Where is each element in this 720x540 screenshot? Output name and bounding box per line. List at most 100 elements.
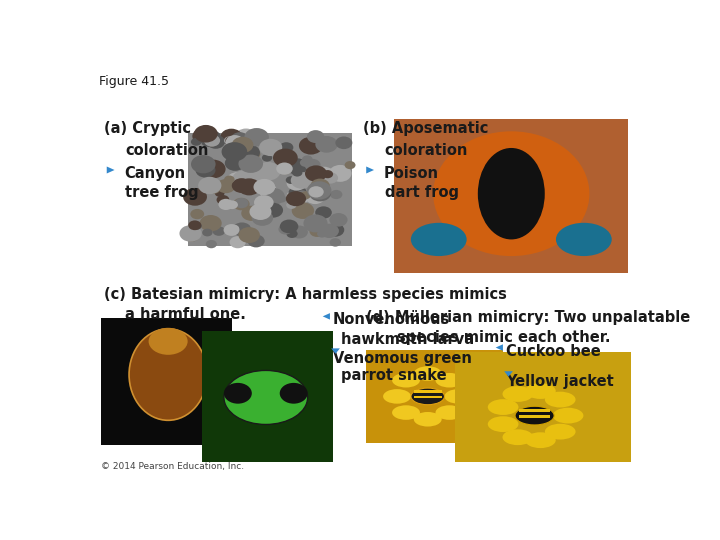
Circle shape [330, 190, 343, 199]
Ellipse shape [478, 148, 545, 239]
Text: Yellow jacket: Yellow jacket [505, 374, 613, 389]
Circle shape [183, 188, 207, 206]
Circle shape [196, 163, 215, 178]
Circle shape [217, 179, 235, 193]
Ellipse shape [392, 373, 420, 388]
Circle shape [215, 190, 225, 197]
Circle shape [329, 213, 348, 227]
Text: (d) Müllerian mimicry: Two unpalatable: (d) Müllerian mimicry: Two unpalatable [366, 310, 690, 325]
Circle shape [292, 202, 314, 219]
Circle shape [254, 195, 274, 210]
Circle shape [279, 142, 293, 153]
Circle shape [258, 178, 269, 186]
Text: (a) Cryptic: (a) Cryptic [104, 121, 191, 136]
Circle shape [256, 217, 266, 224]
Circle shape [313, 167, 335, 183]
Polygon shape [504, 371, 513, 377]
Circle shape [258, 210, 273, 221]
Text: parrot snake: parrot snake [341, 368, 446, 383]
Circle shape [315, 136, 338, 153]
Circle shape [248, 150, 261, 159]
Polygon shape [495, 345, 503, 351]
Circle shape [218, 199, 233, 210]
Circle shape [238, 178, 261, 195]
Text: Venomous green: Venomous green [333, 351, 472, 366]
Ellipse shape [487, 416, 518, 432]
Polygon shape [366, 166, 374, 173]
Circle shape [279, 383, 307, 404]
Circle shape [225, 137, 236, 145]
Circle shape [307, 181, 331, 200]
Ellipse shape [436, 373, 464, 388]
Circle shape [199, 215, 222, 232]
Ellipse shape [503, 386, 534, 402]
Circle shape [192, 222, 202, 230]
Text: hawkmoth larva: hawkmoth larva [341, 332, 474, 347]
Circle shape [329, 165, 351, 182]
Ellipse shape [515, 406, 554, 425]
FancyBboxPatch shape [414, 390, 441, 393]
Ellipse shape [392, 406, 420, 420]
Text: © 2014 Pearson Education, Inc.: © 2014 Pearson Education, Inc. [101, 462, 244, 471]
Circle shape [226, 200, 238, 209]
Circle shape [207, 135, 225, 148]
Ellipse shape [556, 223, 612, 256]
Circle shape [194, 125, 217, 143]
Circle shape [233, 170, 257, 188]
Circle shape [287, 176, 307, 191]
Bar [202, 331, 333, 462]
Circle shape [253, 179, 275, 195]
Circle shape [308, 186, 324, 198]
Circle shape [290, 226, 308, 239]
Circle shape [305, 188, 325, 204]
Circle shape [291, 172, 313, 189]
Circle shape [273, 148, 298, 167]
Circle shape [309, 185, 331, 201]
Text: dart frog: dart frog [384, 185, 459, 200]
Circle shape [263, 202, 283, 218]
Ellipse shape [545, 392, 575, 408]
Circle shape [252, 210, 273, 226]
Circle shape [238, 227, 260, 243]
Circle shape [198, 177, 222, 194]
Ellipse shape [433, 131, 590, 256]
Ellipse shape [525, 383, 556, 399]
Circle shape [225, 135, 244, 148]
Circle shape [235, 198, 248, 208]
Ellipse shape [129, 329, 207, 420]
Circle shape [286, 176, 296, 184]
Circle shape [202, 228, 212, 237]
Circle shape [305, 165, 327, 182]
Circle shape [286, 191, 306, 206]
Circle shape [307, 130, 324, 143]
Circle shape [303, 214, 328, 232]
FancyBboxPatch shape [519, 415, 550, 418]
Circle shape [233, 198, 250, 211]
Circle shape [278, 164, 292, 174]
Ellipse shape [411, 388, 444, 404]
Ellipse shape [148, 328, 188, 355]
Text: Canyon: Canyon [124, 166, 185, 181]
Circle shape [235, 129, 257, 145]
Circle shape [230, 236, 246, 248]
Circle shape [223, 224, 240, 236]
Circle shape [287, 188, 310, 205]
Circle shape [183, 230, 199, 242]
Circle shape [305, 167, 323, 181]
Circle shape [220, 129, 243, 145]
Circle shape [322, 170, 333, 178]
Text: species mimic each other.: species mimic each other. [397, 330, 611, 345]
Ellipse shape [503, 429, 534, 445]
Circle shape [336, 137, 352, 149]
Circle shape [323, 172, 338, 184]
Text: (b) Aposematic: (b) Aposematic [364, 121, 489, 136]
Circle shape [345, 161, 356, 169]
Circle shape [292, 169, 302, 177]
Circle shape [212, 226, 225, 236]
Text: Poison: Poison [384, 166, 438, 181]
Circle shape [248, 234, 265, 247]
Circle shape [233, 222, 251, 237]
Circle shape [300, 191, 311, 199]
Circle shape [201, 136, 215, 147]
Circle shape [230, 225, 239, 232]
